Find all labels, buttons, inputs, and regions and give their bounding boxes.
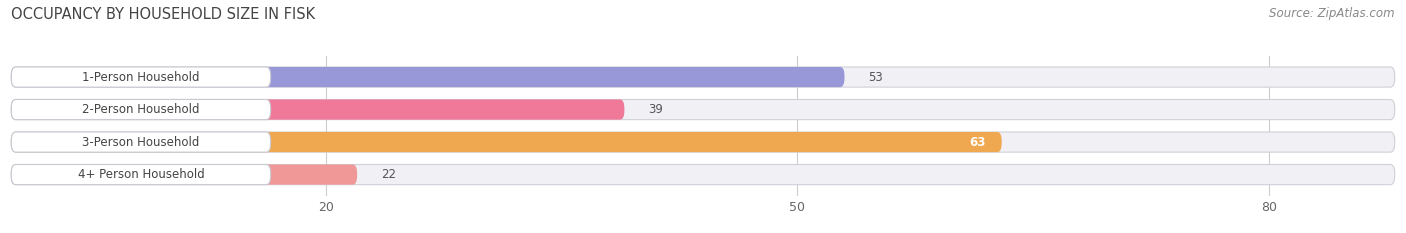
Text: 22: 22: [381, 168, 395, 181]
FancyBboxPatch shape: [11, 99, 1395, 120]
FancyBboxPatch shape: [11, 132, 1001, 152]
Text: 39: 39: [648, 103, 662, 116]
Text: 2-Person Household: 2-Person Household: [82, 103, 200, 116]
Text: 3-Person Household: 3-Person Household: [83, 136, 200, 149]
FancyBboxPatch shape: [11, 99, 270, 120]
FancyBboxPatch shape: [11, 132, 270, 152]
Text: OCCUPANCY BY HOUSEHOLD SIZE IN FISK: OCCUPANCY BY HOUSEHOLD SIZE IN FISK: [11, 7, 315, 22]
FancyBboxPatch shape: [11, 132, 1395, 152]
FancyBboxPatch shape: [11, 67, 1395, 87]
FancyBboxPatch shape: [11, 164, 1395, 185]
Text: 4+ Person Household: 4+ Person Household: [77, 168, 204, 181]
Text: Source: ZipAtlas.com: Source: ZipAtlas.com: [1270, 7, 1395, 20]
Text: 63: 63: [970, 136, 986, 149]
FancyBboxPatch shape: [11, 67, 270, 87]
FancyBboxPatch shape: [11, 99, 624, 120]
FancyBboxPatch shape: [11, 67, 845, 87]
Text: 1-Person Household: 1-Person Household: [82, 71, 200, 84]
FancyBboxPatch shape: [11, 164, 357, 185]
FancyBboxPatch shape: [11, 164, 270, 185]
Text: 53: 53: [868, 71, 883, 84]
